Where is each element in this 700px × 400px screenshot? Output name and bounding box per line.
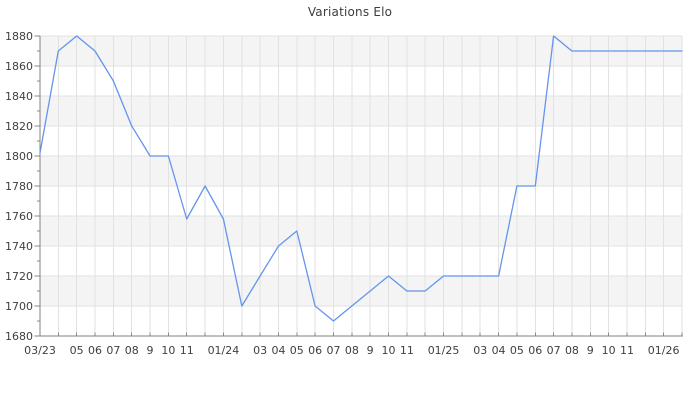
y-tick-label: 1860 <box>5 60 33 73</box>
x-tick-label: 05 <box>290 344 304 357</box>
x-tick-label: 01/26 <box>648 344 680 357</box>
x-tick-label: 06 <box>528 344 542 357</box>
y-tick-label: 1800 <box>5 150 33 163</box>
x-tick-label: 05 <box>70 344 84 357</box>
y-tick-label: 1760 <box>5 210 33 223</box>
x-tick-label: 06 <box>308 344 322 357</box>
plot-stripe-band <box>40 276 682 306</box>
x-tick-label: 08 <box>345 344 359 357</box>
x-tick-label: 07 <box>547 344 561 357</box>
x-tick-label: 04 <box>492 344 506 357</box>
x-tick-label: 08 <box>565 344 579 357</box>
x-tick-label: 03/23 <box>24 344 56 357</box>
x-tick-label: 11 <box>620 344 634 357</box>
y-tick-label: 1700 <box>5 300 33 313</box>
x-tick-label: 03 <box>473 344 487 357</box>
y-tick-label: 1840 <box>5 90 33 103</box>
x-tick-label: 9 <box>587 344 594 357</box>
plot-stripe-band <box>40 96 682 126</box>
x-tick-label: 07 <box>326 344 340 357</box>
y-tick-label: 1740 <box>5 240 33 253</box>
x-tick-label: 10 <box>161 344 175 357</box>
x-tick-label: 01/24 <box>208 344 240 357</box>
x-tick-label: 9 <box>367 344 374 357</box>
x-tick-label: 05 <box>510 344 524 357</box>
y-tick-label: 1780 <box>5 180 33 193</box>
x-tick-label: 10 <box>382 344 396 357</box>
y-tick-label: 1680 <box>5 330 33 343</box>
x-tick-label: 08 <box>125 344 139 357</box>
plot-stripe-band <box>40 216 682 246</box>
y-tick-label: 1720 <box>5 270 33 283</box>
x-tick-label: 01/25 <box>428 344 460 357</box>
plot-stripe-band <box>40 156 682 186</box>
elo-line-series <box>39 35 683 322</box>
x-tick-label: 10 <box>602 344 616 357</box>
y-tick-label: 1820 <box>5 120 33 133</box>
x-tick-label: 11 <box>180 344 194 357</box>
x-tick-label: 03 <box>253 344 267 357</box>
x-tick-label: 9 <box>147 344 154 357</box>
x-tick-label: 07 <box>106 344 120 357</box>
chart-title: Variations Elo <box>307 5 393 19</box>
x-tick-label: 11 <box>400 344 414 357</box>
x-tick-label: 06 <box>88 344 102 357</box>
x-tick-label: 04 <box>271 344 285 357</box>
y-tick-label: 1880 <box>5 30 33 43</box>
